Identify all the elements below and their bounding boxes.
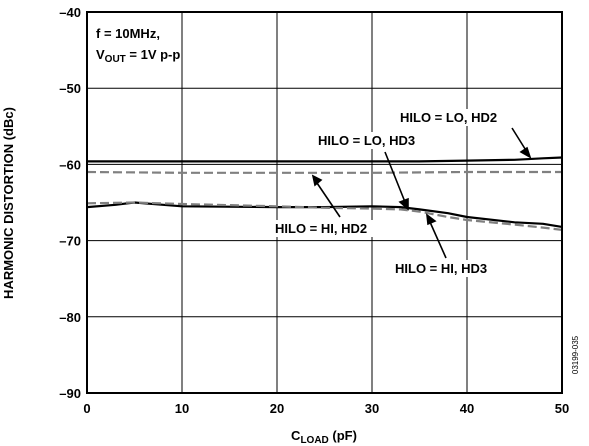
x-tick-label-3: 30: [365, 401, 379, 416]
label-bg-hi-hd2: [271, 220, 399, 237]
figure-id: 03199-035: [571, 335, 580, 374]
label-bg-hi-hd3: [391, 260, 517, 277]
y-tick-label-0: –90: [59, 386, 81, 401]
arrowhead-lo-hd2: [519, 146, 532, 159]
x-tick-label-2: 20: [270, 401, 284, 416]
y-axis-title: HARMONIC DISTORTION (dBc): [1, 107, 16, 299]
arrow-hi-hd3: [429, 221, 447, 259]
x-axis-title-unit: (pF): [329, 428, 357, 443]
arrowhead-hi-hd3: [426, 213, 437, 226]
x-axis-title: CLOAD (pF): [291, 428, 357, 446]
label-hi-hd2: HILO = HI, HD2: [275, 221, 367, 236]
arrow-lo-hd3: [384, 151, 406, 203]
condition-vout-sub: OUT: [105, 54, 126, 65]
y-tick-label-4: –50: [59, 81, 81, 96]
x-tick-label-1: 10: [175, 401, 189, 416]
series-line-0: [87, 156, 563, 163]
condition-vout-rest: = 1V p-p: [126, 47, 181, 62]
x-tick-label-5: 50: [555, 401, 569, 416]
label-lo-hd3: HILO = LO, HD3: [318, 133, 415, 148]
y-tick-label-3: –60: [59, 157, 81, 172]
condition-line-2: VOUT = 1V p-p: [96, 47, 180, 65]
y-tick-label-5: –40: [59, 5, 81, 20]
label-bg-lo-hd3: [312, 132, 442, 149]
plot-frame: [86, 11, 563, 394]
condition-vout-main: V: [96, 47, 105, 62]
x-axis-title-sub: LOAD: [300, 435, 328, 446]
label-bg-lo-hd2: [394, 109, 524, 126]
label-lo-hd2: HILO = LO, HD2: [400, 110, 497, 125]
x-tick-labels: 0 10 20 30 40 50: [83, 401, 569, 416]
x-tick-label-0: 0: [83, 401, 90, 416]
series-line-1: [86, 170, 562, 174]
series-line-3: [86, 201, 563, 231]
label-hi-hd3: HILO = HI, HD3: [395, 261, 487, 276]
series-lines: [86, 156, 563, 231]
arrowhead-lo-hd3: [398, 197, 409, 211]
x-tick-label-4: 40: [460, 401, 474, 416]
y-tick-label-2: –70: [59, 234, 81, 249]
y-tick-labels: –90 –80 –70 –60 –50 –40: [59, 5, 81, 401]
grid-lines: [87, 12, 562, 393]
condition-box: [89, 14, 181, 66]
annotation-arrows: [311, 127, 532, 259]
condition-line-1: f = 10MHz,: [96, 26, 160, 41]
arrowhead-hi-hd2: [311, 174, 323, 187]
x-axis-title-main: C: [291, 428, 301, 443]
arrow-hi-hd2: [316, 182, 341, 218]
arrow-lo-hd2: [511, 127, 528, 153]
y-tick-label-1: –80: [59, 310, 81, 325]
